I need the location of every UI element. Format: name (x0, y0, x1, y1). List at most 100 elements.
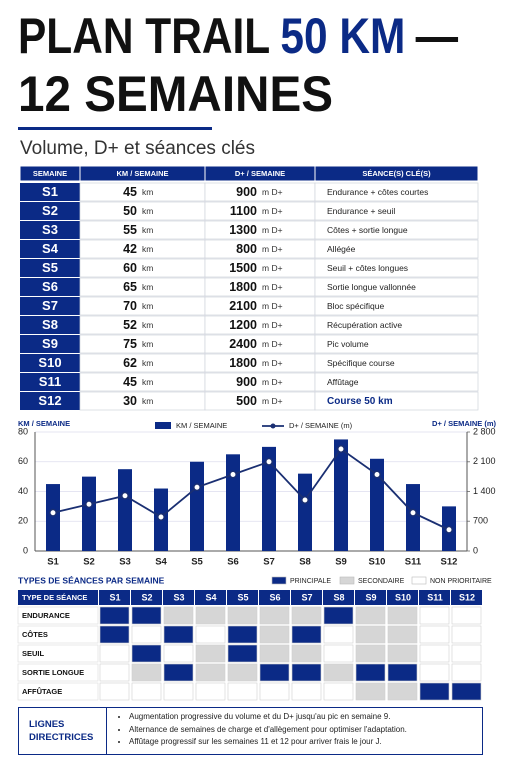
dplus-unit: m D+ (262, 377, 283, 387)
grid-week: S2 (141, 592, 152, 602)
table-cell (204, 296, 316, 316)
week-cell (20, 183, 80, 201)
bar (82, 476, 96, 551)
guidelines-title: LIGNES DIRECTRICES (19, 708, 107, 754)
week: S11 (39, 374, 61, 389)
x-tick-label: S6 (227, 557, 239, 568)
session: Pic volume (327, 339, 369, 349)
grid-cell (355, 682, 386, 701)
legend-swatch (411, 576, 427, 585)
line-point (49, 508, 57, 517)
line-point (373, 470, 381, 479)
dplus-value: 1200 (229, 318, 257, 332)
legend-label: PRINCIPALE (290, 578, 331, 585)
title-end: — (416, 8, 458, 64)
grid-cell (323, 663, 354, 682)
week-cell (20, 221, 80, 239)
legend-swatch (271, 576, 287, 585)
table-cell (204, 258, 316, 278)
table-cell (314, 201, 479, 221)
week-cell (20, 297, 80, 315)
y2-tick-label: 700 (473, 516, 488, 526)
grid-cell (419, 663, 450, 682)
y-tick-label: 0 (23, 545, 28, 555)
y-tick-label: 80 (18, 426, 28, 436)
grid-header-cell (419, 590, 450, 605)
x-tick-label: S5 (191, 557, 203, 568)
km-unit: km (142, 396, 153, 406)
grid-header-cell (163, 590, 194, 605)
line-point (337, 445, 345, 453)
grid-header-cell (355, 590, 386, 605)
km-value: 42 (123, 242, 137, 256)
week: S10 (38, 355, 61, 370)
dplus-value: 1100 (230, 204, 257, 218)
table-header: KM / SEMAINE (116, 169, 168, 178)
week: S2 (42, 203, 58, 218)
grid-cell (323, 606, 354, 625)
grid-cell (195, 682, 226, 701)
y-tick-label: 40 (18, 486, 28, 496)
table-cell (314, 391, 479, 411)
table-cell (314, 296, 479, 316)
line-point (193, 483, 201, 492)
session: Allégée (327, 244, 356, 254)
bar (298, 473, 312, 551)
table-cell (204, 334, 316, 354)
x-tick-label: S11 (405, 557, 422, 568)
dplus-unit: m D+ (262, 339, 283, 349)
km-value: 45 (123, 185, 137, 199)
table-cell (314, 220, 479, 240)
grid-cell (451, 625, 482, 644)
y-tick-label: 20 (18, 516, 28, 526)
grid-header-cell (451, 590, 482, 605)
grid-row-label-cell (17, 606, 99, 625)
line (52, 447, 450, 531)
session: Endurance + seuil (327, 206, 395, 216)
x-tick-label: S2 (83, 557, 95, 568)
km-value: 45 (123, 375, 137, 389)
x-tick-label: S9 (335, 557, 347, 568)
grid-cell (323, 682, 354, 701)
session: Endurance + côtes courtes (327, 187, 428, 197)
session: Seuil + côtes longues (327, 263, 408, 273)
session: Récupération active (327, 320, 402, 330)
x-tick-label: S4 (155, 557, 167, 568)
grid-row-label: CÔTES (22, 630, 48, 639)
dplus-value: 800 (236, 242, 257, 256)
dplus-value: 1500 (229, 261, 257, 275)
grid-cell (451, 663, 482, 682)
week: S9 (42, 336, 58, 351)
table-header: SEMAINE (33, 169, 67, 178)
km-unit: km (142, 358, 153, 368)
x-tick-label: S8 (299, 557, 311, 568)
km-value: 70 (123, 299, 137, 313)
grid-cell (387, 644, 418, 663)
y2-axis-title: D+ / SEMAINE (m) (432, 419, 496, 428)
grid-cell (227, 682, 258, 701)
dplus-value: 2100 (229, 299, 257, 313)
title-underline (18, 127, 212, 130)
bar (190, 461, 204, 551)
grid-cell (99, 644, 130, 663)
dplus-value: 900 (236, 185, 257, 199)
table-cell (314, 182, 479, 202)
week: S6 (42, 279, 58, 294)
km-value: 60 (123, 261, 137, 275)
table-cell (204, 353, 316, 373)
km-value: 30 (123, 394, 137, 408)
table-header: D+ / SEMAINE (235, 169, 285, 178)
guideline: Augmentation progressive du volume et du… (129, 711, 407, 724)
week-cell (20, 392, 80, 410)
grid-week: S8 (333, 592, 344, 602)
dplus-value: 1300 (229, 223, 257, 237)
km-value: 65 (123, 280, 137, 294)
grid-week: S1 (109, 592, 120, 602)
grid-row-label: AFFÛTAGE (22, 687, 62, 696)
grid-header-cell (291, 590, 322, 605)
week: S12 (38, 393, 61, 408)
km-unit: km (142, 339, 153, 349)
grid-header-cell (18, 590, 98, 605)
grid-cell (451, 606, 482, 625)
table-cell (204, 277, 316, 297)
